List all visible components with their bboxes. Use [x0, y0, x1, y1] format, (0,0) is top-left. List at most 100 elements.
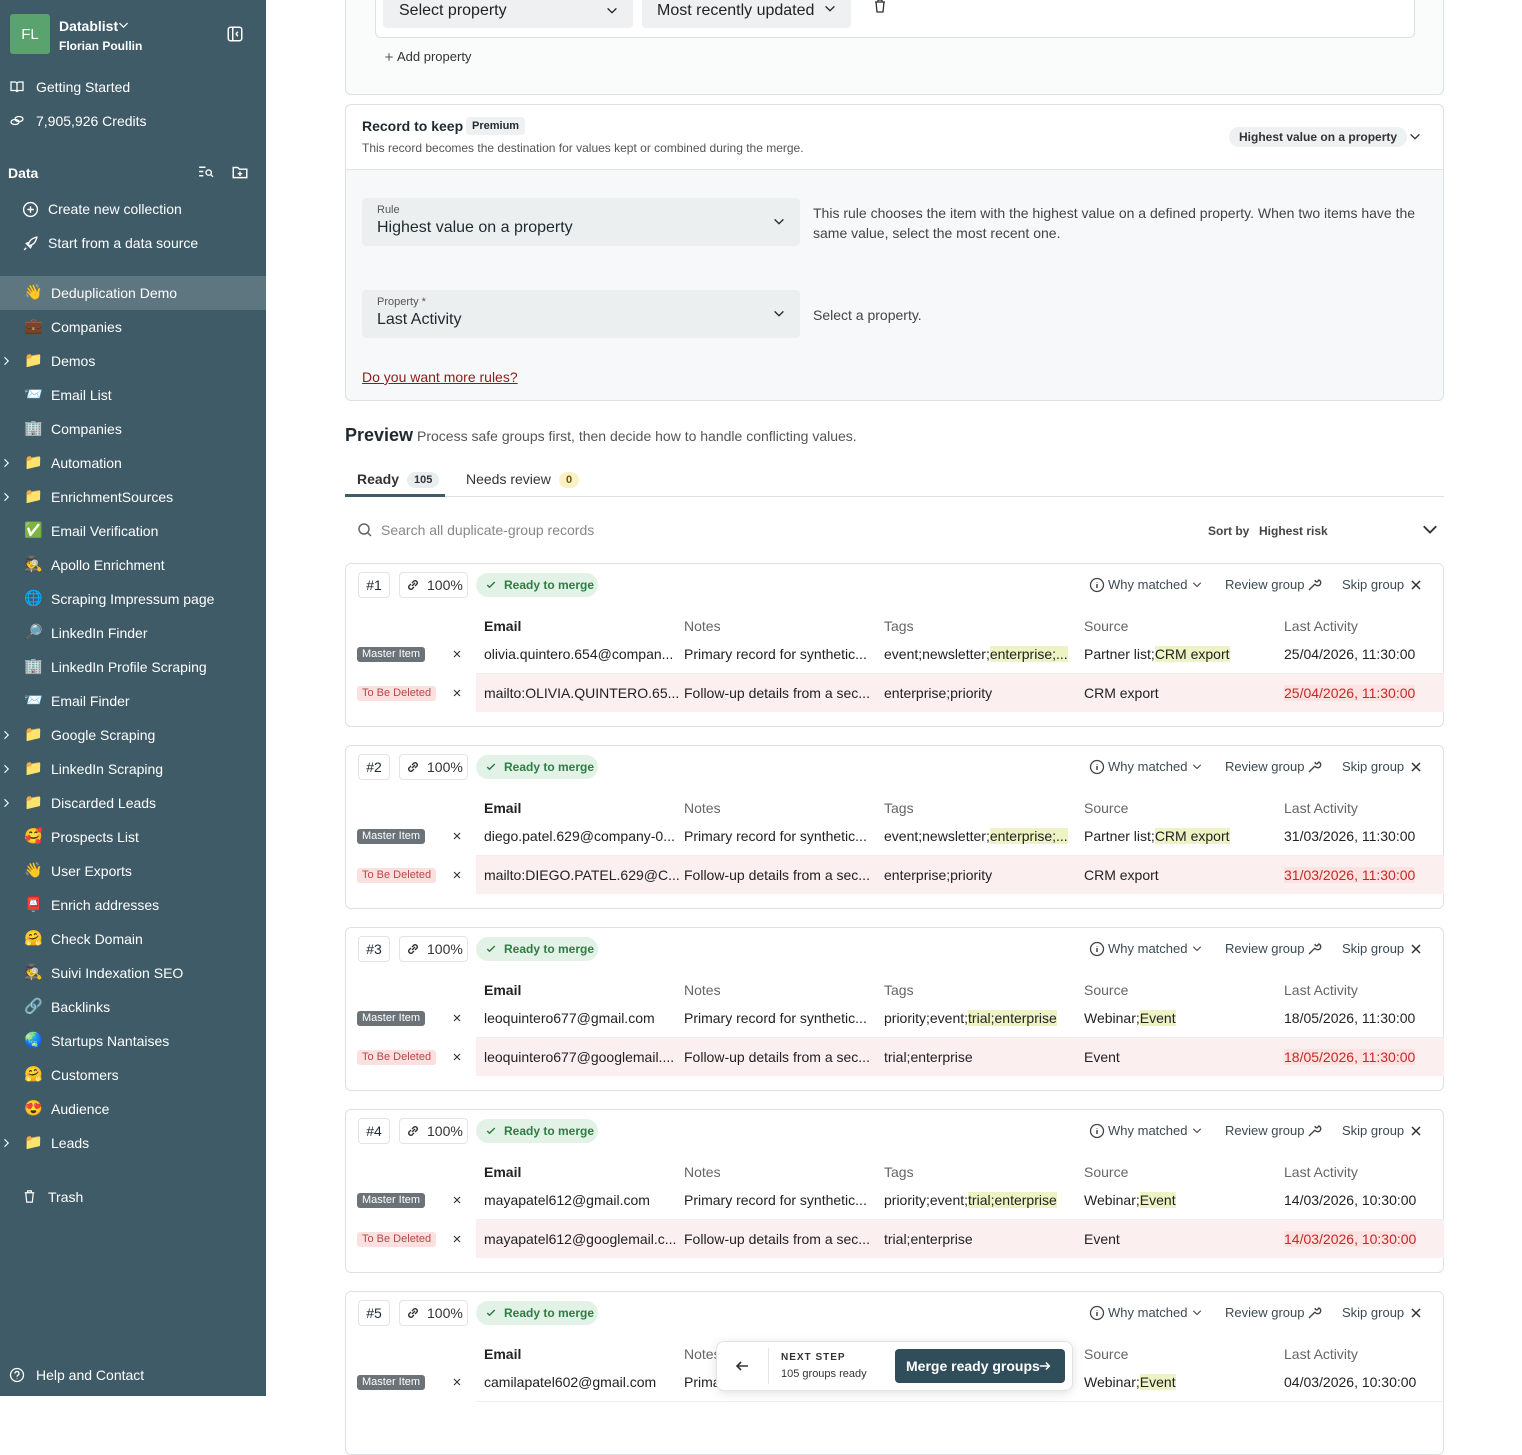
collection-name[interactable]: Check Domain [51, 931, 143, 947]
collection-name[interactable]: Google Scraping [51, 727, 156, 743]
collection-name[interactable]: Companies [51, 421, 122, 437]
collection-name[interactable]: Backlinks [51, 999, 111, 1015]
collection-name[interactable]: Scraping Impressum page [51, 591, 215, 607]
collection-name[interactable]: Email List [51, 387, 112, 403]
sort-value[interactable]: Highest risk [1259, 524, 1328, 538]
remove-row[interactable] [451, 830, 463, 842]
collapse-sidebar[interactable] [226, 25, 244, 43]
skip-icon[interactable] [1408, 759, 1424, 775]
rule-select[interactable]: Rule Highest value on a property [362, 198, 800, 246]
collection-name[interactable]: Enrich addresses [51, 897, 160, 913]
remove-row[interactable] [451, 1233, 463, 1245]
review-group[interactable]: Review group [1225, 1305, 1305, 1320]
sidebar-link[interactable]: Getting Started [36, 79, 131, 95]
sort-chevron[interactable] [1420, 520, 1440, 540]
skip-group[interactable]: Skip group [1342, 577, 1405, 592]
skip-icon[interactable] [1408, 577, 1424, 593]
review-group[interactable]: Review group [1225, 1123, 1305, 1138]
merged-value: enterprise;... [989, 646, 1068, 662]
remove-row[interactable] [451, 1012, 463, 1024]
column-header: Notes [684, 800, 721, 816]
tab[interactable]: Needs review [466, 471, 551, 487]
collection-name[interactable]: Suivi Indexation SEO [51, 965, 184, 981]
expand-folder[interactable] [0, 355, 12, 367]
help-link[interactable]: Help and Contact [36, 1367, 145, 1383]
expand-folder[interactable] [0, 797, 12, 809]
collection-name[interactable]: Discarded Leads [51, 795, 157, 811]
select-property[interactable]: Select property [383, 0, 633, 28]
skip-icon[interactable] [1408, 941, 1424, 957]
collection-name[interactable]: LinkedIn Finder [51, 625, 148, 641]
expand-folder[interactable] [0, 1137, 12, 1149]
search-input[interactable]: Search all duplicate-group records [381, 522, 595, 538]
row-divider [476, 855, 1444, 856]
expand-folder[interactable] [0, 491, 12, 503]
collection-name[interactable]: Automation [51, 455, 122, 471]
review-group[interactable]: Review group [1225, 577, 1305, 592]
collection-name[interactable]: Demos [51, 353, 96, 369]
remove-row[interactable] [451, 687, 463, 699]
back-button[interactable] [734, 1358, 750, 1374]
record-collapse[interactable] [1408, 130, 1422, 144]
more-rules-link[interactable]: Do you want more rules? [362, 369, 518, 385]
row-badge: Master Item [357, 1375, 426, 1390]
collection-name[interactable]: Companies [51, 319, 122, 335]
collection-name[interactable]: LinkedIn Profile Scraping [51, 659, 207, 675]
collection-name[interactable]: EnrichmentSources [51, 489, 174, 505]
select-order[interactable]: Most recently updated [642, 0, 851, 28]
merge-button[interactable]: Merge ready groups [895, 1349, 1065, 1383]
collection-name[interactable]: LinkedIn Scraping [51, 761, 164, 777]
why-chevron [1191, 761, 1203, 773]
collection-name[interactable]: Customers [51, 1067, 119, 1083]
collection-name[interactable]: Startups Nantaises [51, 1033, 170, 1049]
collection-name[interactable]: Email Finder [51, 693, 130, 709]
cell-value: event;newsletter; [884, 646, 990, 662]
collection-name[interactable]: Audience [51, 1101, 110, 1117]
review-group[interactable]: Review group [1225, 941, 1305, 956]
remove-row[interactable] [451, 1051, 463, 1063]
why-matched[interactable]: Why matched [1108, 577, 1188, 592]
skip-group[interactable]: Skip group [1342, 941, 1405, 956]
collection-name[interactable]: Prospects List [51, 829, 139, 845]
remove-row[interactable] [451, 648, 463, 660]
cell-notes: Follow-up details from a sec... [684, 685, 870, 701]
add-property[interactable]: Add property [397, 49, 472, 64]
collection-name[interactable]: User Exports [51, 863, 132, 879]
sidebar-action[interactable]: Create new collection [48, 201, 182, 217]
skip-group[interactable]: Skip group [1342, 1305, 1405, 1320]
workspace-name[interactable]: Datablist [59, 18, 119, 34]
expand-folder[interactable] [0, 763, 12, 775]
why-matched[interactable]: Why matched [1108, 1123, 1188, 1138]
skip-group[interactable]: Skip group [1342, 1123, 1405, 1138]
why-chevron [1191, 1125, 1203, 1137]
collection-name[interactable]: Leads [51, 1135, 90, 1151]
property-select[interactable]: Property * Last Activity [362, 290, 800, 338]
trash-icon [22, 1189, 37, 1204]
skip-group[interactable]: Skip group [1342, 759, 1405, 774]
search-collections[interactable] [197, 163, 214, 180]
new-folder[interactable] [231, 163, 249, 181]
collection-name[interactable]: Deduplication Demo [51, 285, 178, 301]
skip-icon[interactable] [1408, 1305, 1424, 1321]
remove-row[interactable] [451, 869, 463, 881]
collection-name[interactable]: Apollo Enrichment [51, 557, 165, 573]
cell-notes: Follow-up details from a sec... [684, 1231, 870, 1247]
remove-row[interactable] [451, 1376, 463, 1388]
cell-notes: Primary record for synthetic... [684, 1010, 867, 1026]
expand-folder[interactable] [0, 729, 12, 741]
remove-row[interactable] [451, 1194, 463, 1206]
review-group[interactable]: Review group [1225, 759, 1305, 774]
skip-icon[interactable] [1408, 1123, 1424, 1139]
delete-rule[interactable] [872, 0, 888, 14]
why-matched[interactable]: Why matched [1108, 759, 1188, 774]
why-matched[interactable]: Why matched [1108, 941, 1188, 956]
collection-name[interactable]: Email Verification [51, 523, 159, 539]
sidebar-link[interactable]: 7,905,926 Credits [36, 113, 147, 129]
tab[interactable]: Ready [357, 471, 400, 487]
cell-tags: priority;event;trial;enterprise [884, 1010, 1057, 1026]
sidebar-action[interactable]: Start from a data source [48, 235, 199, 251]
collection-icon: 📨 [24, 692, 43, 709]
trash-link[interactable]: Trash [48, 1189, 84, 1205]
expand-folder[interactable] [0, 457, 12, 469]
why-matched[interactable]: Why matched [1108, 1305, 1188, 1320]
